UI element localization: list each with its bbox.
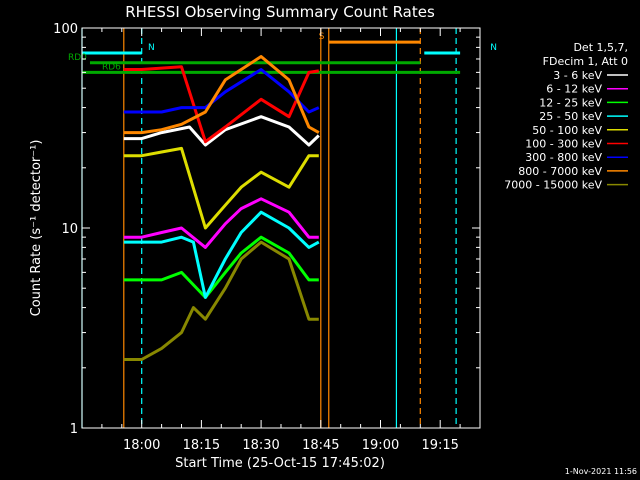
- series-line-2: [123, 235, 319, 299]
- y-tick-label-10: 10: [61, 222, 78, 237]
- legend-label-2: 12 - 25 keV: [539, 96, 602, 109]
- x-tick-label-1830: 18:30: [242, 438, 279, 453]
- series-line-3: [123, 210, 320, 299]
- chart-title: RHESSI Observing Summary Count Rates: [125, 3, 435, 21]
- series-line-5: [123, 65, 320, 144]
- y-axis-label: Count Rate (s⁻¹ detector⁻¹): [29, 140, 44, 317]
- x-tick-label-1900: 19:00: [362, 438, 399, 453]
- y-tick-label-1: 1: [70, 422, 78, 437]
- footer-timestamp: 1-Nov-2021 11:56: [565, 467, 637, 476]
- series-line-1: [123, 197, 319, 249]
- series-line-7: [123, 55, 320, 135]
- flag-label-rd0-3: RD0: [68, 53, 87, 63]
- legend-label-7: 800 - 7000 keV: [518, 165, 602, 178]
- legend-label-4: 50 - 100 keV: [532, 124, 602, 137]
- legend-label-8: 7000 - 15000 keV: [504, 179, 602, 192]
- series-line-8: [123, 240, 319, 361]
- legend-label-5: 100 - 300 keV: [525, 138, 602, 151]
- flag-label-s-2: S: [319, 32, 325, 42]
- x-tick-label-1815: 18:15: [183, 438, 220, 453]
- legend-header-line-1: Det 1,5,7,: [573, 41, 628, 54]
- plot-area: N N S RD0 RD6: [68, 28, 497, 428]
- series-line-0: [123, 115, 320, 147]
- x-tick-label-1800: 18:00: [123, 438, 160, 453]
- y-tick-label-100: 100: [53, 22, 78, 37]
- series-line-6: [123, 68, 320, 114]
- flag-label-rd6-4: RD6: [102, 62, 121, 72]
- legend-label-1: 6 - 12 keV: [546, 83, 602, 96]
- legend-label-3: 25 - 50 keV: [539, 110, 602, 123]
- axes: 1 10 100 18:00 18:15 18:30 18:45 19:00 19:15: [53, 22, 481, 453]
- series-line-4: [123, 146, 319, 230]
- legend-label-6: 300 - 800 keV: [525, 151, 602, 164]
- flag-label-n-1: N: [490, 43, 497, 53]
- legend-label-0: 3 - 6 keV: [553, 69, 602, 82]
- flag-label-n-0: N: [148, 43, 155, 53]
- legend-header-line-2: FDecim 1, Att 0: [543, 55, 628, 68]
- x-axis-label: Start Time (25-Oct-15 17:45:02): [175, 456, 385, 471]
- x-tick-label-1915: 19:15: [421, 438, 458, 453]
- x-tick-label-1845: 18:45: [302, 438, 339, 453]
